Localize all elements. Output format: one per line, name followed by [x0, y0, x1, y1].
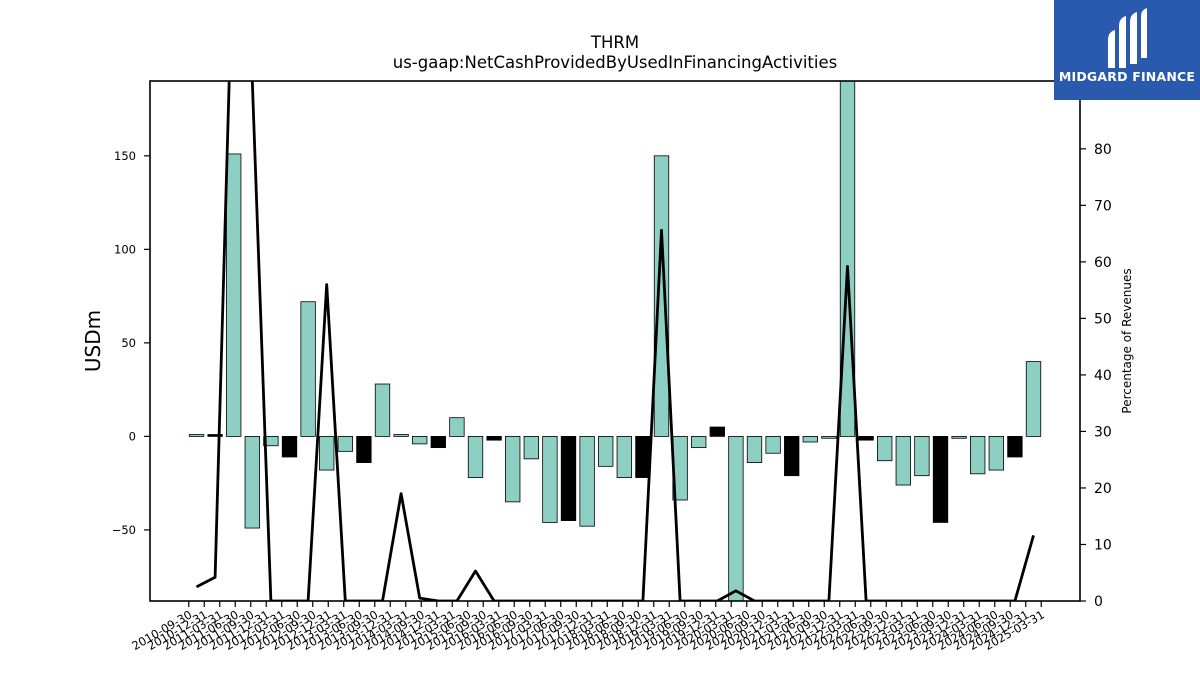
- bar: [579, 435, 595, 527]
- bar: [430, 435, 446, 449]
- y2-tick-label: 50: [1094, 311, 1112, 327]
- bar: [877, 435, 893, 462]
- bar: [784, 435, 800, 477]
- bar: [560, 435, 577, 521]
- bar: [616, 435, 632, 478]
- y2-tick-label: 60: [1094, 255, 1112, 271]
- logo-text: MIDGARD FINANCE: [1058, 69, 1196, 84]
- y2-tick-label: 40: [1094, 368, 1112, 384]
- bar: [393, 434, 409, 437]
- bar: [188, 434, 205, 437]
- bar: [709, 426, 725, 437]
- y2-axis-label: Percentage of Revenues: [1120, 268, 1134, 413]
- bar: [467, 435, 484, 478]
- y-axis-label: USDm: [81, 310, 105, 372]
- chart-title: THRM: [590, 33, 639, 52]
- bar: [728, 435, 744, 602]
- bar: [839, 80, 856, 437]
- bar: [281, 435, 298, 458]
- bar: [802, 435, 818, 443]
- bar: [300, 301, 316, 437]
- bar: [356, 435, 372, 463]
- bar: [337, 435, 353, 452]
- y-tick-label: −50: [112, 523, 136, 537]
- chart-subtitle: us-gaap:NetCashProvidedByUsedInFinancing…: [393, 53, 837, 72]
- bar: [207, 434, 223, 437]
- bar: [746, 435, 763, 463]
- bar: [244, 435, 260, 529]
- bar: [970, 435, 986, 475]
- bar: [932, 435, 949, 523]
- bar: [263, 435, 279, 447]
- bar: [598, 435, 614, 467]
- midgard-logo-icon: [1108, 8, 1147, 68]
- bar: [951, 435, 967, 439]
- bar: [635, 435, 651, 478]
- bar: [542, 435, 558, 523]
- y2-tick-label: 30: [1094, 424, 1112, 440]
- bar: [895, 435, 911, 486]
- plot-frame: [149, 80, 1081, 602]
- brand-logo: MIDGARD FINANCE: [1054, 0, 1200, 100]
- y-tick-label: 50: [121, 336, 136, 350]
- bar: [821, 435, 837, 439]
- bar: [486, 435, 502, 441]
- bar: [765, 435, 781, 454]
- bar: [374, 383, 391, 437]
- bar: [988, 435, 1004, 471]
- bar: [1025, 361, 1042, 437]
- bar: [1007, 435, 1023, 458]
- bar: [226, 153, 242, 437]
- bar: [858, 435, 874, 441]
- bar: [691, 435, 707, 449]
- y2-tick-label: 10: [1094, 537, 1112, 553]
- y-tick-label: 100: [114, 242, 136, 256]
- bar: [523, 435, 539, 460]
- y2-tick-label: 0: [1094, 594, 1103, 610]
- bar: [319, 435, 335, 471]
- bar: [505, 435, 521, 503]
- y-tick-label: 0: [129, 429, 136, 443]
- bar: [449, 417, 465, 437]
- y2-tick-label: 70: [1094, 198, 1112, 214]
- y-tick-label: 150: [114, 149, 136, 163]
- revenue-pct-line: [195, 81, 1035, 601]
- bar: [653, 155, 670, 437]
- bar: [412, 435, 428, 445]
- y2-tick-label: 80: [1094, 142, 1112, 158]
- y2-tick-label: 20: [1094, 481, 1112, 497]
- bar: [914, 435, 930, 477]
